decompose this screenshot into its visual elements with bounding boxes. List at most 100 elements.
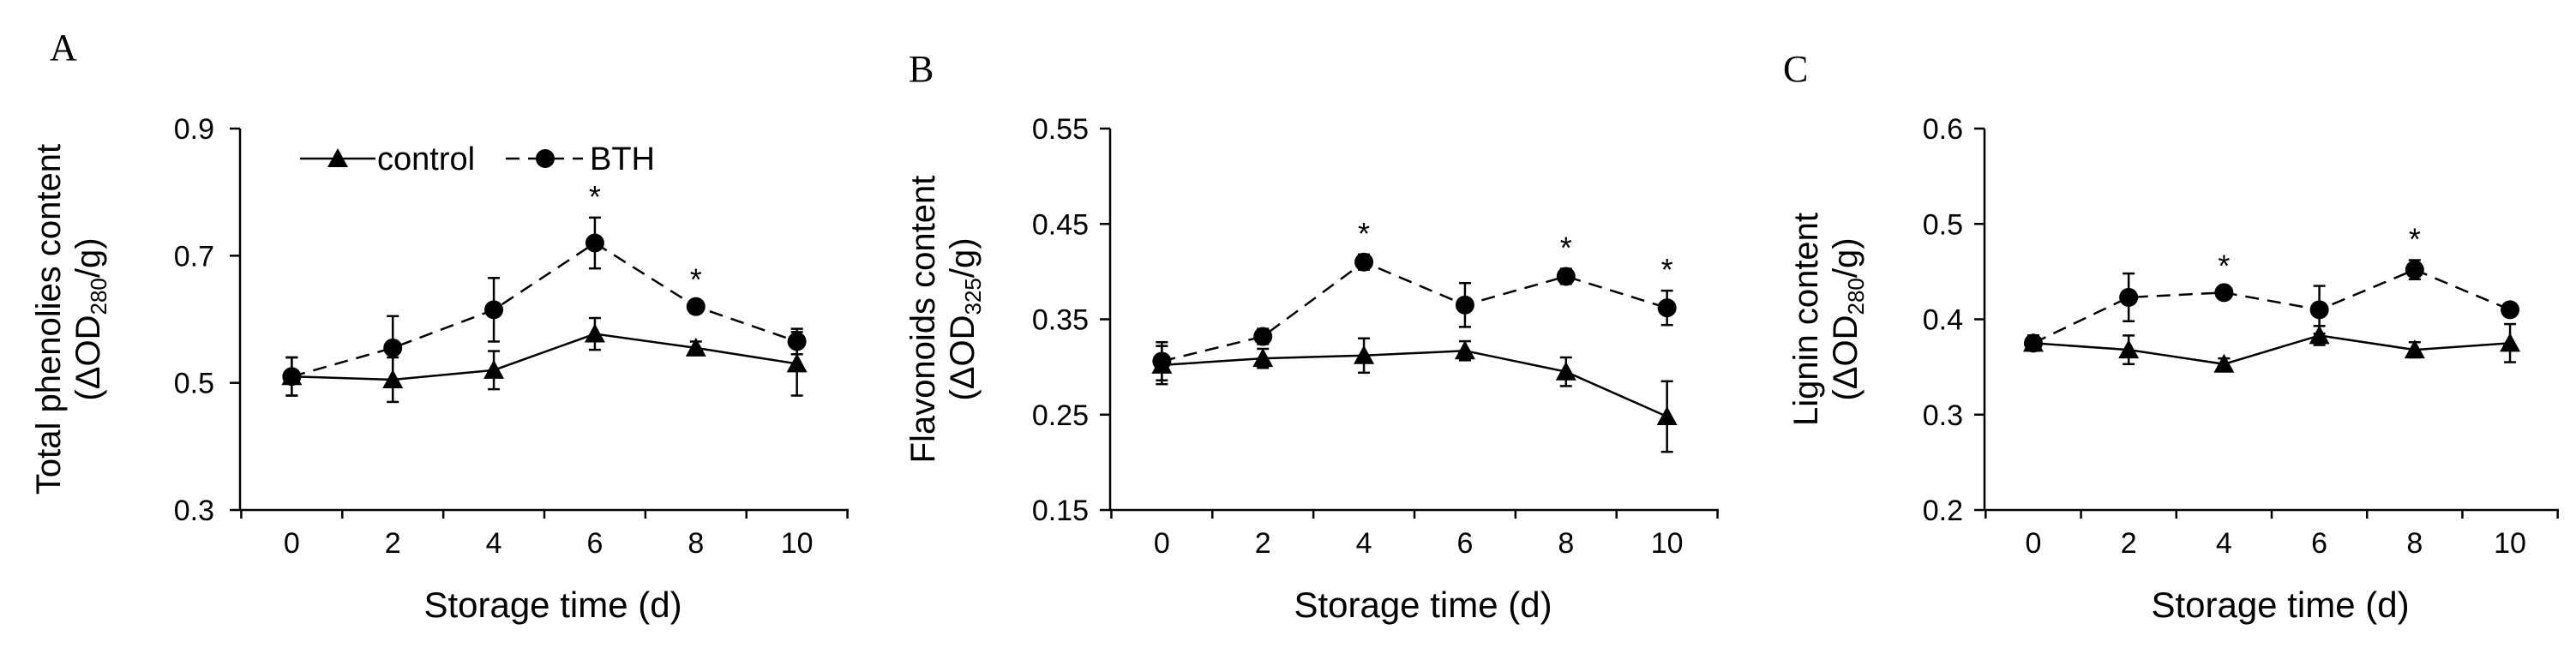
x-tick-label: 10 [781,527,814,560]
x-tick-label: 10 [2494,527,2526,560]
bth-point [2405,260,2424,279]
y-tick-label: 0.3 [174,495,214,527]
bth-point [2023,333,2043,353]
y-tick-label: 0.4 [1923,304,1963,337]
y-tick-label: 0.6 [1923,113,1963,146]
bth-point [1253,327,1273,346]
x-axis-title: Storage time (d) [2151,585,2409,625]
x-tick-label: 4 [2216,527,2232,560]
unit-prefix: (ΔOD [1827,315,1864,401]
panel-letter: A [50,27,77,69]
control-line [1162,349,1668,418]
panel-a: A 0.3 0.5 0.7 0.9 0 2 4 6 8 10 Storage time (d) Tota… [30,27,849,625]
legend-bth-label: BTH [590,141,655,177]
bth-point [1556,267,1576,286]
y-tick-label: 0.3 [1923,399,1963,432]
y-axis-title-main: Lignin content [1787,213,1825,426]
control-point [1454,340,1475,360]
bth-point [1354,252,1374,272]
y-tick-label: 0.2 [1923,495,1963,527]
series-control [281,316,808,404]
x-tick-label: 2 [1255,527,1271,560]
significance-star: * [2409,222,2421,257]
significance-star: * [1358,216,1370,251]
y-tick-label: 0.15 [1032,495,1089,527]
y-axis-title: Flavonoids content (ΔOD325/g) [904,176,986,464]
control-point [2500,333,2521,352]
bth-point [2501,300,2520,320]
y-tick-label: 0.5 [1923,208,1963,241]
control-line [2033,334,2511,366]
unit-subscript: 280 [86,278,111,315]
bth-point [484,300,504,320]
bth-point [2309,300,2329,320]
y-axis-title-unit: (ΔOD325/g) [944,237,986,400]
x-tick-label: 8 [688,527,704,560]
control-line [291,333,797,381]
bth-point [1152,351,1172,371]
series-control [1151,337,1678,453]
unit-suffix: /g) [1827,237,1864,278]
unit-suffix: /g) [944,237,982,278]
control-point [1252,348,1274,368]
y-axis-title: Lignin content (ΔOD280/g) [1787,213,1869,426]
x-axis-title: Storage time (d) [1294,585,1552,625]
unit-prefix: (ΔOD [944,315,982,401]
legend: control BTH [300,141,655,177]
y-tick-label: 0.35 [1032,304,1089,337]
panel-letter: C [1783,48,1808,90]
bth-line [1162,261,1668,363]
significance-star: * [2218,249,2230,284]
bth-point [686,297,706,316]
bth-point [1455,295,1474,315]
series-bth [1152,252,1677,381]
control-point [685,337,706,357]
unit-subscript: 280 [1843,278,1869,315]
panel-b: B 0.15 0.25 0.35 0.45 0.55 0 2 4 6 8 10 Storage time… [904,48,1719,625]
bth-point [2119,287,2139,307]
bth-point [585,233,604,253]
y-tick-label: 0.45 [1032,208,1089,241]
control-point [2118,339,2140,359]
control-point [483,359,505,379]
significance-star: * [589,179,601,214]
control-point [786,353,808,373]
y-axis-title-main: Total phenolies content [30,144,68,495]
x-tick-label: 10 [1651,527,1684,560]
x-tick-label: 4 [1356,527,1372,560]
series-control [2022,322,2521,373]
series-bth [2023,259,2520,353]
y-axis-title-unit: (ΔOD280/g) [69,237,111,400]
legend-bth-marker [536,149,555,168]
x-tick-label: 0 [2025,527,2041,560]
y-tick-label: 0.5 [174,368,214,400]
bth-point [787,332,807,351]
y-axis-title: Total phenolies content (ΔOD280/g) [30,144,111,495]
y-tick-label: 0.7 [174,240,214,273]
y-tick-label: 0.55 [1032,113,1089,146]
control-point [2404,339,2425,359]
bth-point [1657,298,1677,318]
x-tick-label: 0 [1154,527,1170,560]
x-tick-label: 4 [486,527,502,560]
control-point [584,323,605,343]
legend-control-marker [327,148,348,167]
y-axis-title-main: Flavonoids content [904,176,942,464]
bth-point [282,367,302,387]
significance-star: * [1560,231,1572,266]
x-tick-label: 8 [2406,527,2423,560]
bth-line [2033,268,2511,345]
panel-letter: B [909,48,934,90]
control-point [1555,361,1576,381]
bth-point [2214,283,2234,303]
x-tick-label: 2 [2121,527,2137,560]
series-bth [282,216,807,397]
x-tick-label: 2 [385,527,401,560]
x-tick-label: 0 [284,527,300,560]
x-tick-label: 6 [586,527,603,560]
y-tick-label: 0.9 [174,113,214,146]
y-axis-title-unit: (ΔOD280/g) [1827,237,1869,400]
y-tick-label: 0.25 [1032,399,1089,432]
control-point [2213,353,2235,373]
